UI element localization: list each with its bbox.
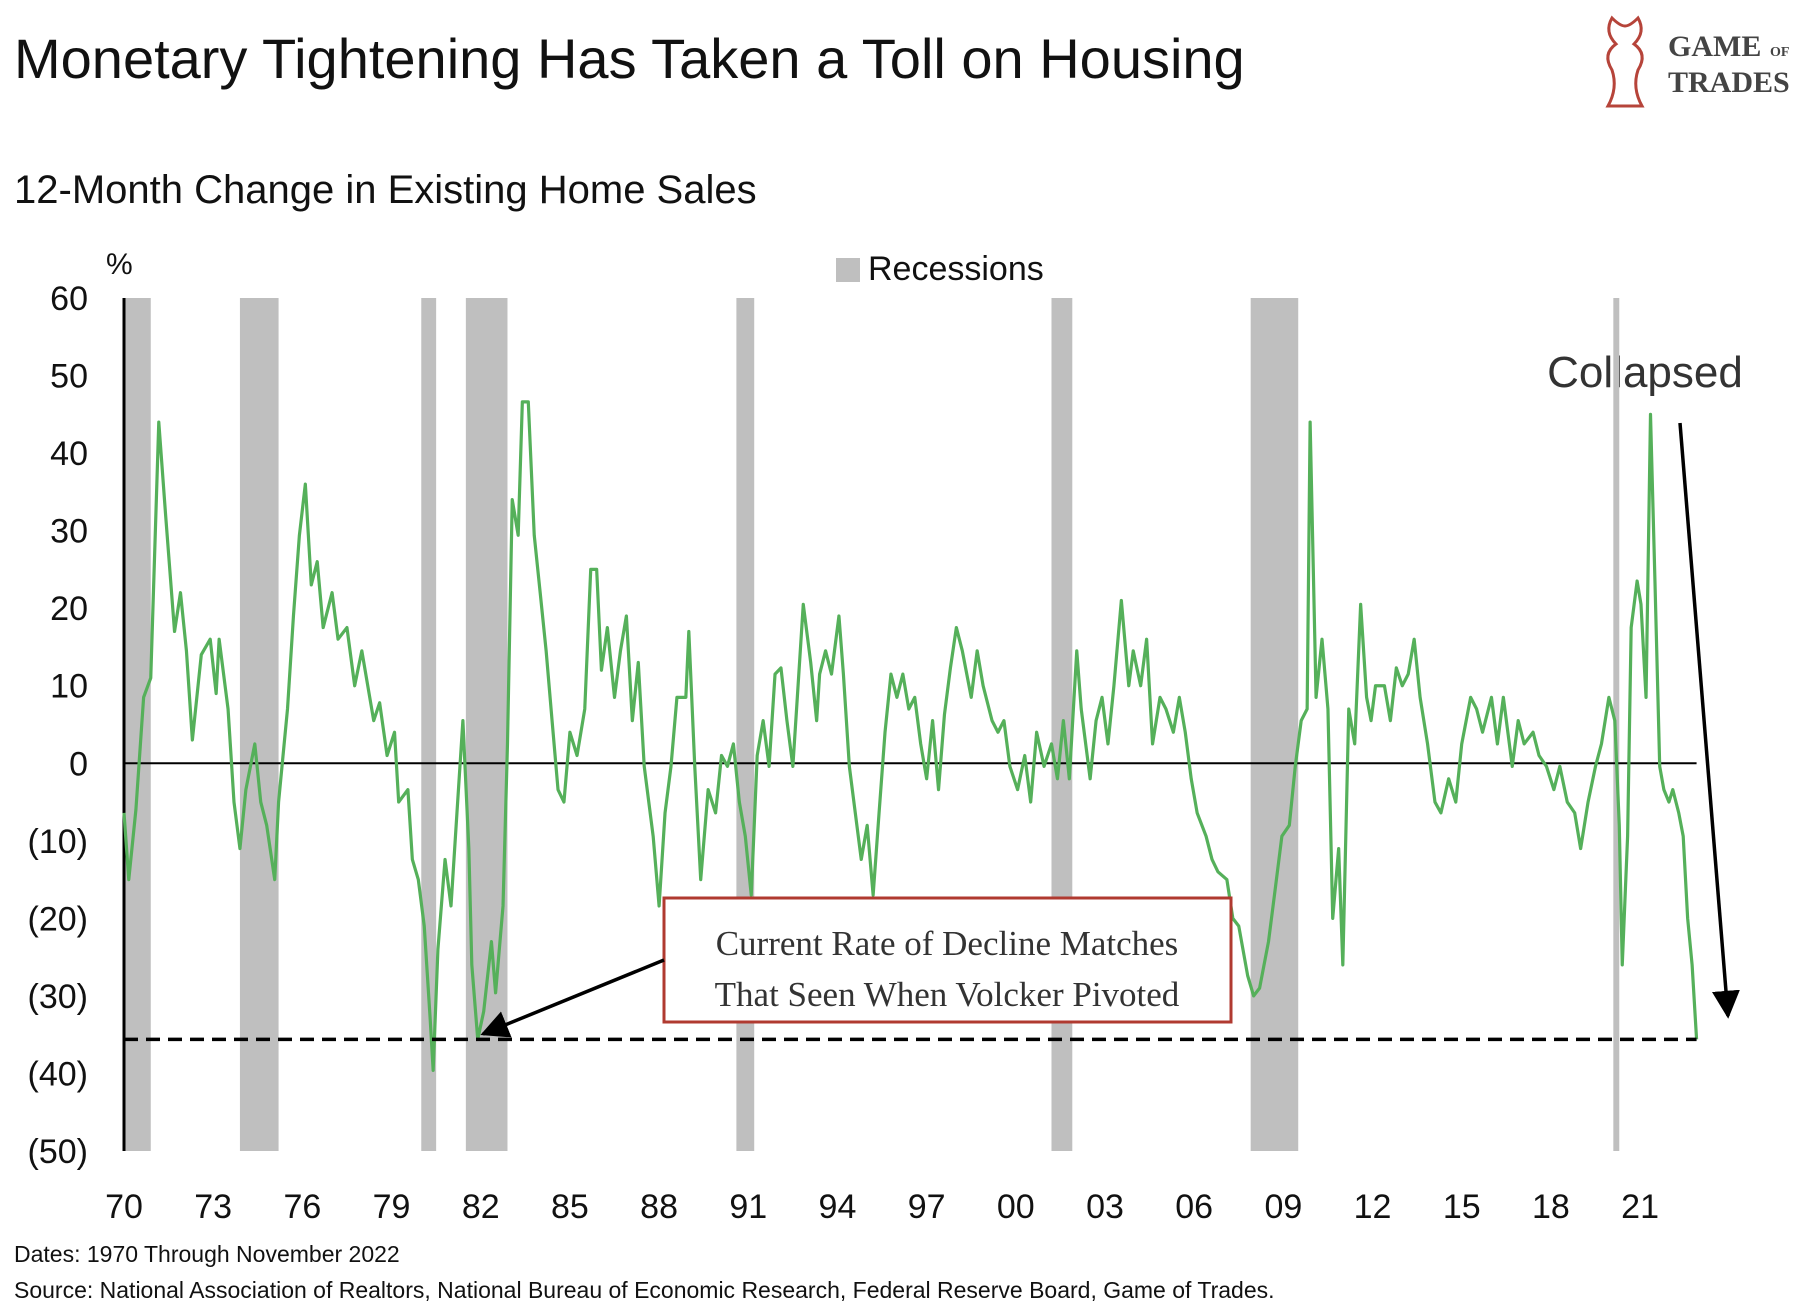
annotation-box	[662, 896, 1233, 1024]
x-tick-label: 21	[1621, 1188, 1659, 1226]
legend-label: Recessions	[868, 250, 1044, 288]
logo-text: TRADES	[1668, 66, 1790, 99]
y-tick-label: 10	[50, 668, 88, 706]
x-tick-label: 06	[1175, 1188, 1213, 1226]
x-tick-label: 00	[997, 1188, 1035, 1226]
y-tick-label: 60	[50, 280, 88, 318]
recession-band	[465, 298, 508, 1151]
annotation: That Seen When Volcker Pivoted	[715, 975, 1180, 1014]
y-tick-label: (30)	[28, 978, 88, 1016]
annotation: Collapsed	[1547, 348, 1743, 397]
y-tick-label: (20)	[28, 900, 88, 938]
x-tick-label: 03	[1086, 1188, 1124, 1226]
x-tick-label: 76	[283, 1188, 321, 1226]
logo: GAME OF TRADES	[1605, 15, 1790, 108]
y-tick-label: 0	[69, 745, 88, 783]
recession-band	[124, 298, 151, 1151]
logo-icon	[1605, 15, 1645, 108]
x-tick-label: 70	[105, 1188, 143, 1226]
legend-swatch	[836, 258, 860, 282]
y-tick-label: (50)	[28, 1133, 88, 1171]
y-tick-label: 40	[50, 435, 88, 473]
x-tick-label: 91	[729, 1188, 767, 1226]
x-tick-label: 09	[1264, 1188, 1302, 1226]
recession-band	[239, 298, 279, 1151]
chart-subtitle: 12-Month Change in Existing Home Sales	[14, 168, 757, 212]
y-tick-label: 30	[50, 513, 88, 551]
x-tick-label: 88	[640, 1188, 678, 1226]
chart-title: Monetary Tightening Has Taken a Toll on …	[14, 27, 1245, 90]
annotation-arrow	[480, 958, 665, 1038]
x-tick-label: 97	[908, 1188, 946, 1226]
x-tick-label: 18	[1532, 1188, 1570, 1226]
x-tick-label: 79	[373, 1188, 411, 1226]
x-tick-label: 12	[1354, 1188, 1392, 1226]
recession-band	[1250, 298, 1299, 1151]
x-tick-label: 85	[551, 1188, 589, 1226]
x-tick-label: 82	[462, 1188, 500, 1226]
plot: 60 50 40 30 20 10 0 (10) (20) (30) (40) (50) 70 73 76 7…	[28, 280, 1740, 1226]
footnote: Dates: 1970 Through November 2022	[14, 1241, 400, 1267]
x-tick-label: 94	[819, 1188, 857, 1226]
y-tick-label: 50	[50, 358, 88, 396]
annotation: Current Rate of Decline Matches	[716, 924, 1179, 963]
footnote: Source: National Association of Realtors…	[14, 1277, 1275, 1303]
y-tick-label: 20	[50, 590, 88, 628]
annotation-arrow	[1678, 422, 1740, 1019]
y-axis-unit: %	[106, 248, 133, 281]
data-line	[122, 400, 1699, 1072]
y-tick-label: (10)	[28, 823, 88, 861]
x-tick-label: 73	[194, 1188, 232, 1226]
logo-text: OF	[1770, 45, 1789, 60]
logo-text: GAME	[1668, 30, 1761, 63]
y-tick-label: (40)	[28, 1055, 88, 1093]
x-tick-label: 15	[1443, 1188, 1481, 1226]
